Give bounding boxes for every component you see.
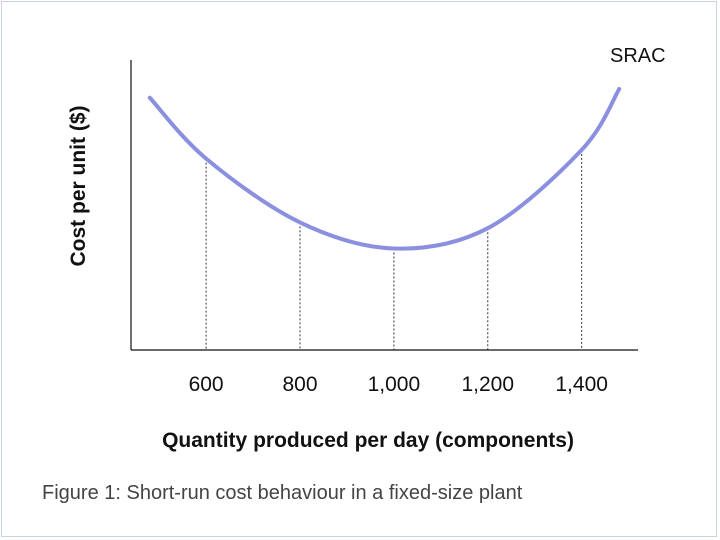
x-tick-label: 1,400 xyxy=(555,373,608,396)
srac-curve xyxy=(147,87,622,251)
series-label-srac: SRAC xyxy=(610,45,666,67)
x-tick-label: 1,000 xyxy=(368,373,421,396)
x-axis-title: Quantity produced per day (components) xyxy=(162,429,574,452)
x-tick-label: 800 xyxy=(282,373,317,396)
x-tick-label: 1,200 xyxy=(461,373,514,396)
y-axis-title: Cost per unit ($) xyxy=(67,106,90,267)
x-tick-labels: 600 800 1,000 1,200 1,400 xyxy=(189,373,608,396)
droplines xyxy=(205,149,583,350)
x-tick-label: 600 xyxy=(189,373,224,396)
figure-caption: Figure 1: Short-run cost behaviour in a … xyxy=(42,482,523,504)
